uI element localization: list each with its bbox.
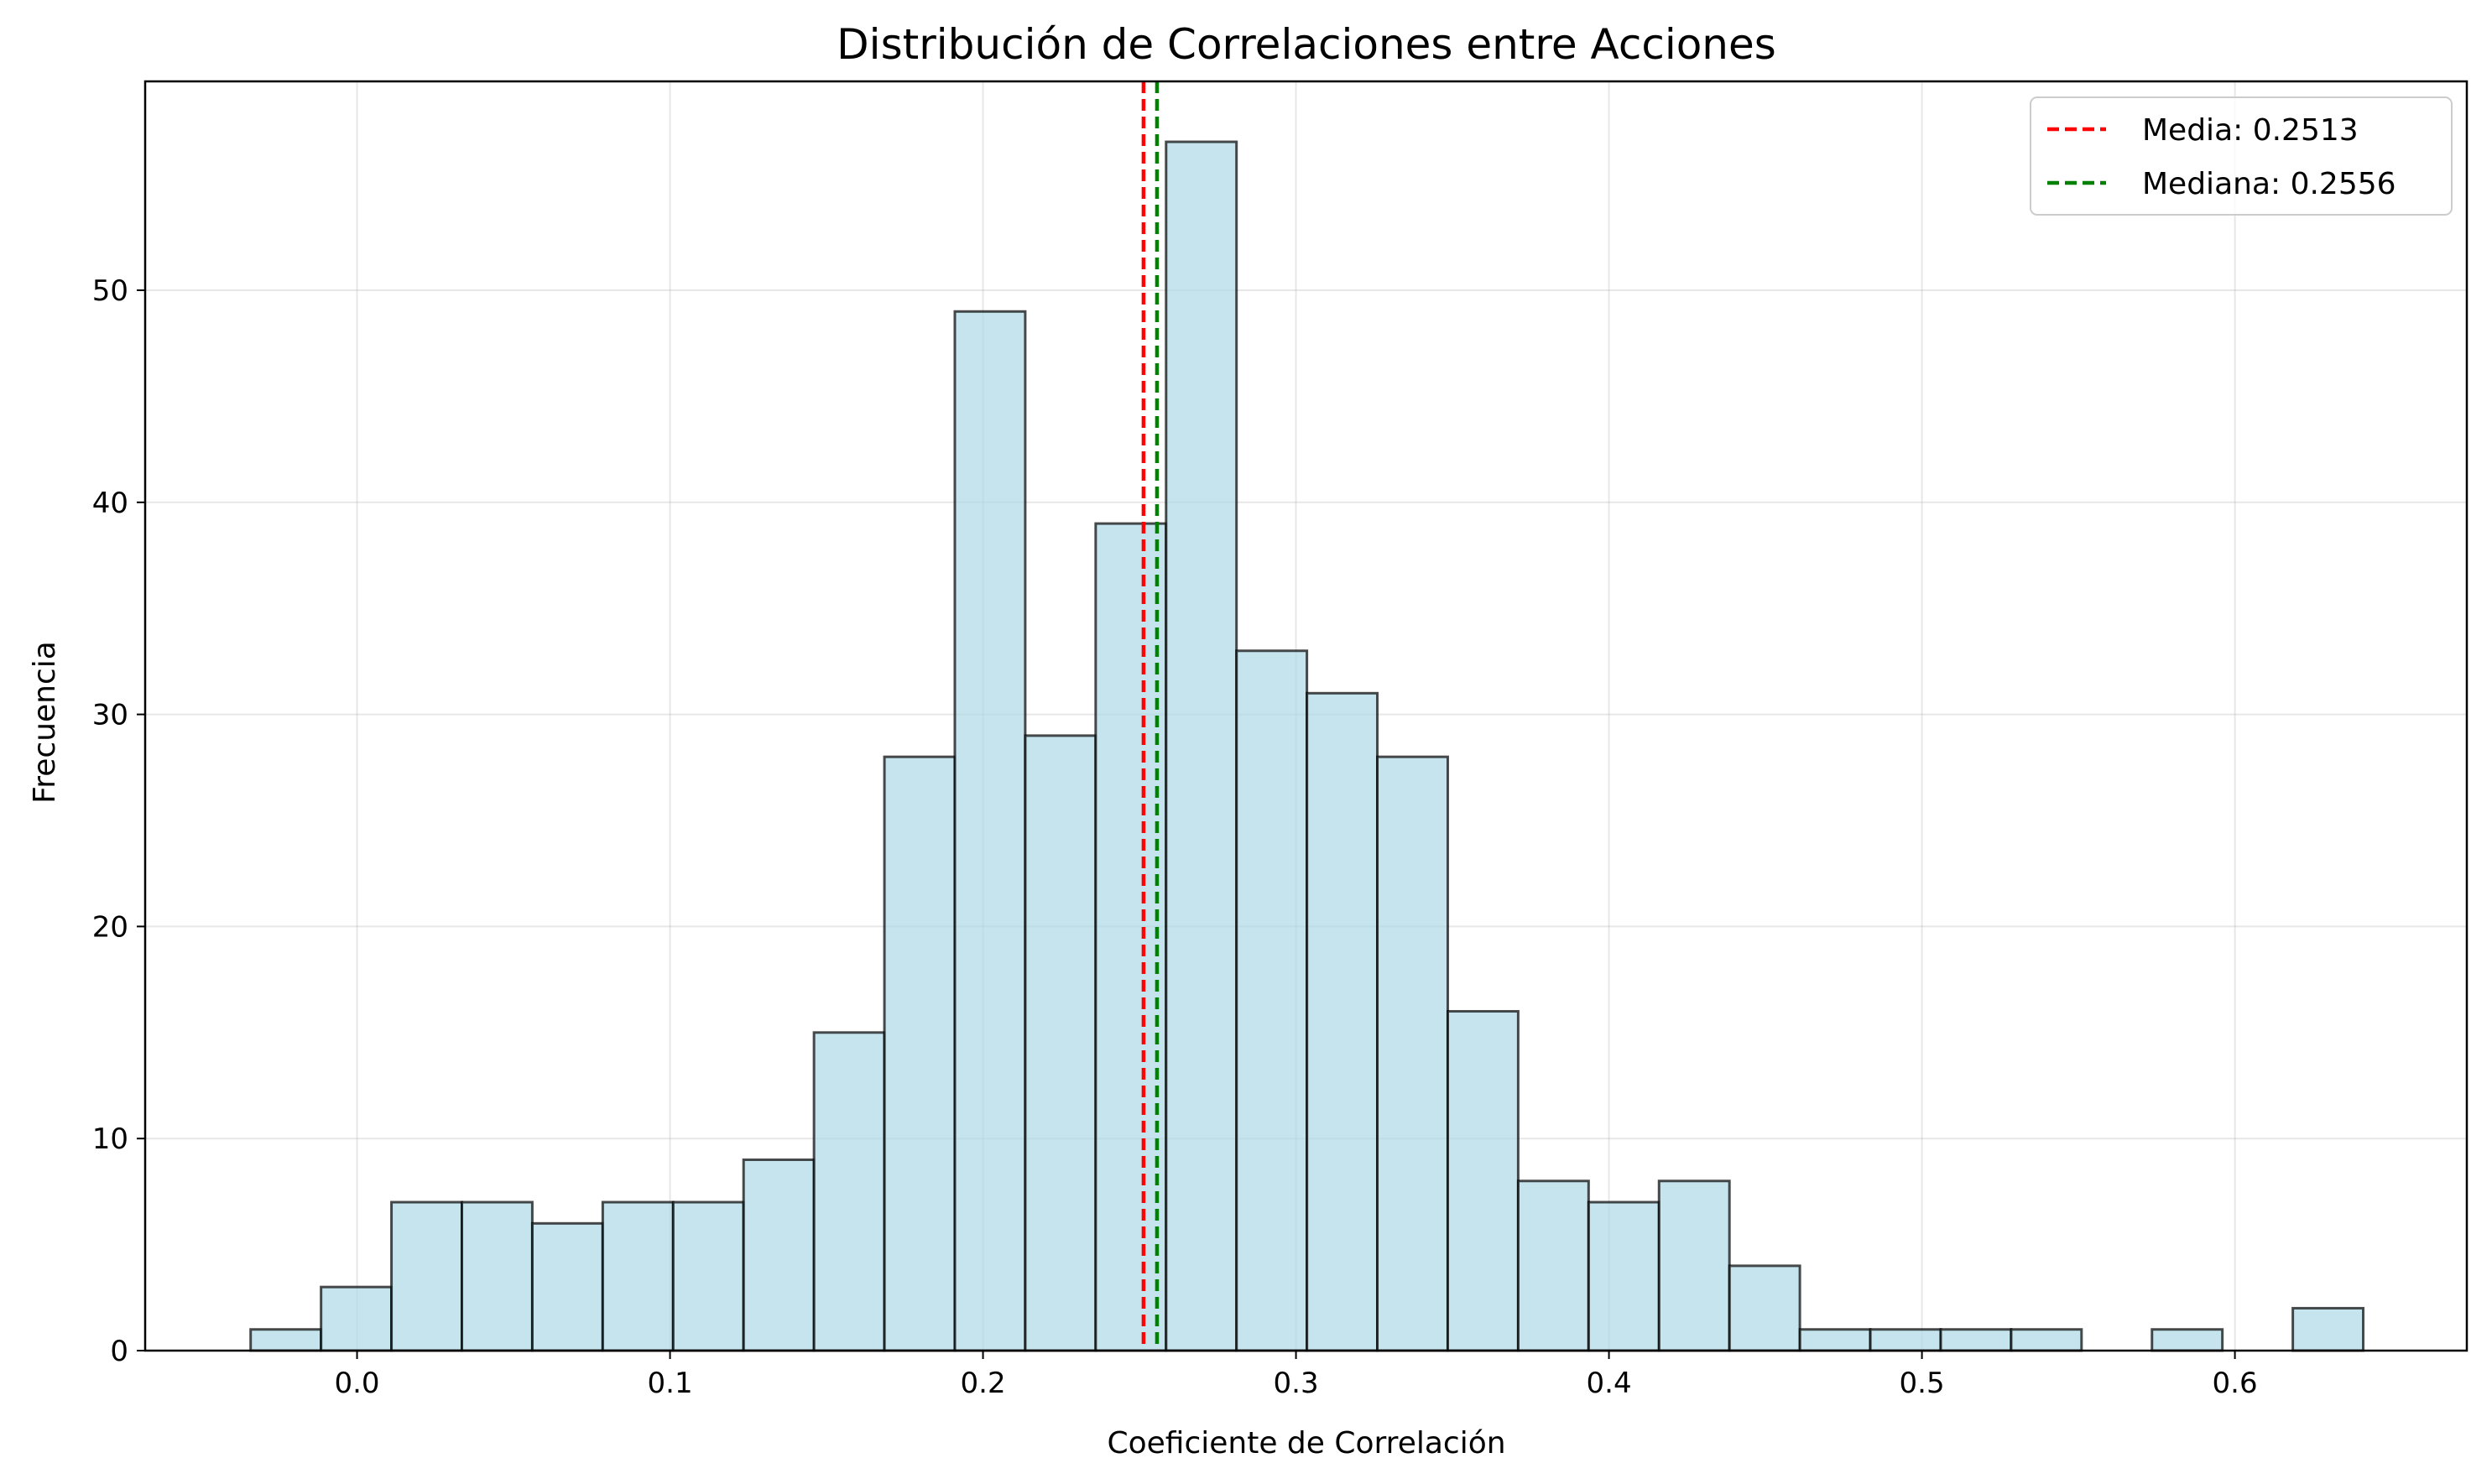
histogram-bar	[460, 1200, 534, 1352]
histogram-bar	[2151, 1328, 2224, 1352]
y-tick-label: 50	[92, 274, 128, 308]
legend: Media: 0.2513 Mediana: 0.2556	[2030, 96, 2453, 216]
plot-frame	[143, 80, 2469, 1352]
y-axis-label: Frecuencia	[28, 641, 62, 804]
histogram-bar	[1024, 734, 1097, 1352]
histogram-bar	[1235, 649, 1309, 1352]
x-tick-label: 0.1	[648, 1367, 693, 1400]
y-tick-label: 40	[92, 487, 128, 520]
legend-mediana-label: Mediana: 0.2556	[2142, 167, 2396, 201]
histogram-bar	[1165, 140, 1238, 1352]
histogram-bar	[812, 1031, 886, 1352]
histogram-bar	[249, 1328, 323, 1352]
x-tick-label: 0.6	[2213, 1367, 2258, 1400]
chart-title: Distribución de Correlaciones entre Acci…	[837, 20, 1776, 69]
x-tick-label: 0.5	[1900, 1367, 1945, 1400]
histogram-bar	[1657, 1179, 1731, 1352]
histogram-bar	[601, 1200, 675, 1352]
histogram-bar	[530, 1221, 604, 1352]
histogram-bar	[671, 1200, 745, 1352]
histogram-bar	[1587, 1200, 1660, 1352]
histogram-bar	[1446, 1010, 1520, 1352]
histogram-bar	[953, 310, 1027, 1352]
histogram-bar	[390, 1200, 463, 1352]
reference-lines	[1141, 81, 1160, 1351]
y-axis-ticks: 0 10 20 30 40 50	[92, 274, 145, 1368]
y-tick-label: 20	[92, 910, 128, 944]
x-axis-label: Coeficiente de Correlación	[1107, 1426, 1505, 1461]
histogram-bar	[320, 1285, 394, 1352]
histogram-bar	[742, 1158, 816, 1352]
legend-box	[2030, 96, 2453, 216]
histogram-bar	[1939, 1328, 2013, 1352]
histogram-bar	[1376, 755, 1449, 1352]
y-tick-label: 10	[92, 1122, 128, 1156]
y-tick-label: 0	[110, 1335, 128, 1368]
histogram-bar	[2291, 1306, 2365, 1352]
histogram-bar	[1798, 1328, 1872, 1352]
histogram-bar	[2010, 1328, 2083, 1352]
x-tick-label: 0.0	[334, 1367, 379, 1400]
histogram-bar	[883, 755, 957, 1352]
x-axis-ticks: 0.0 0.1 0.2 0.3 0.4 0.5 0.6	[334, 1351, 2258, 1400]
histogram-bar	[1306, 691, 1379, 1352]
x-tick-label: 0.3	[1274, 1367, 1319, 1400]
histogram-bars	[249, 140, 2365, 1352]
x-tick-label: 0.2	[961, 1367, 1006, 1400]
legend-media-label: Media: 0.2513	[2142, 113, 2359, 148]
histogram-bar	[1516, 1179, 1590, 1352]
y-tick-label: 30	[92, 699, 128, 732]
histogram-bar	[1869, 1328, 1942, 1352]
x-tick-label: 0.4	[1587, 1367, 1632, 1400]
histogram-bar	[1728, 1264, 1801, 1352]
